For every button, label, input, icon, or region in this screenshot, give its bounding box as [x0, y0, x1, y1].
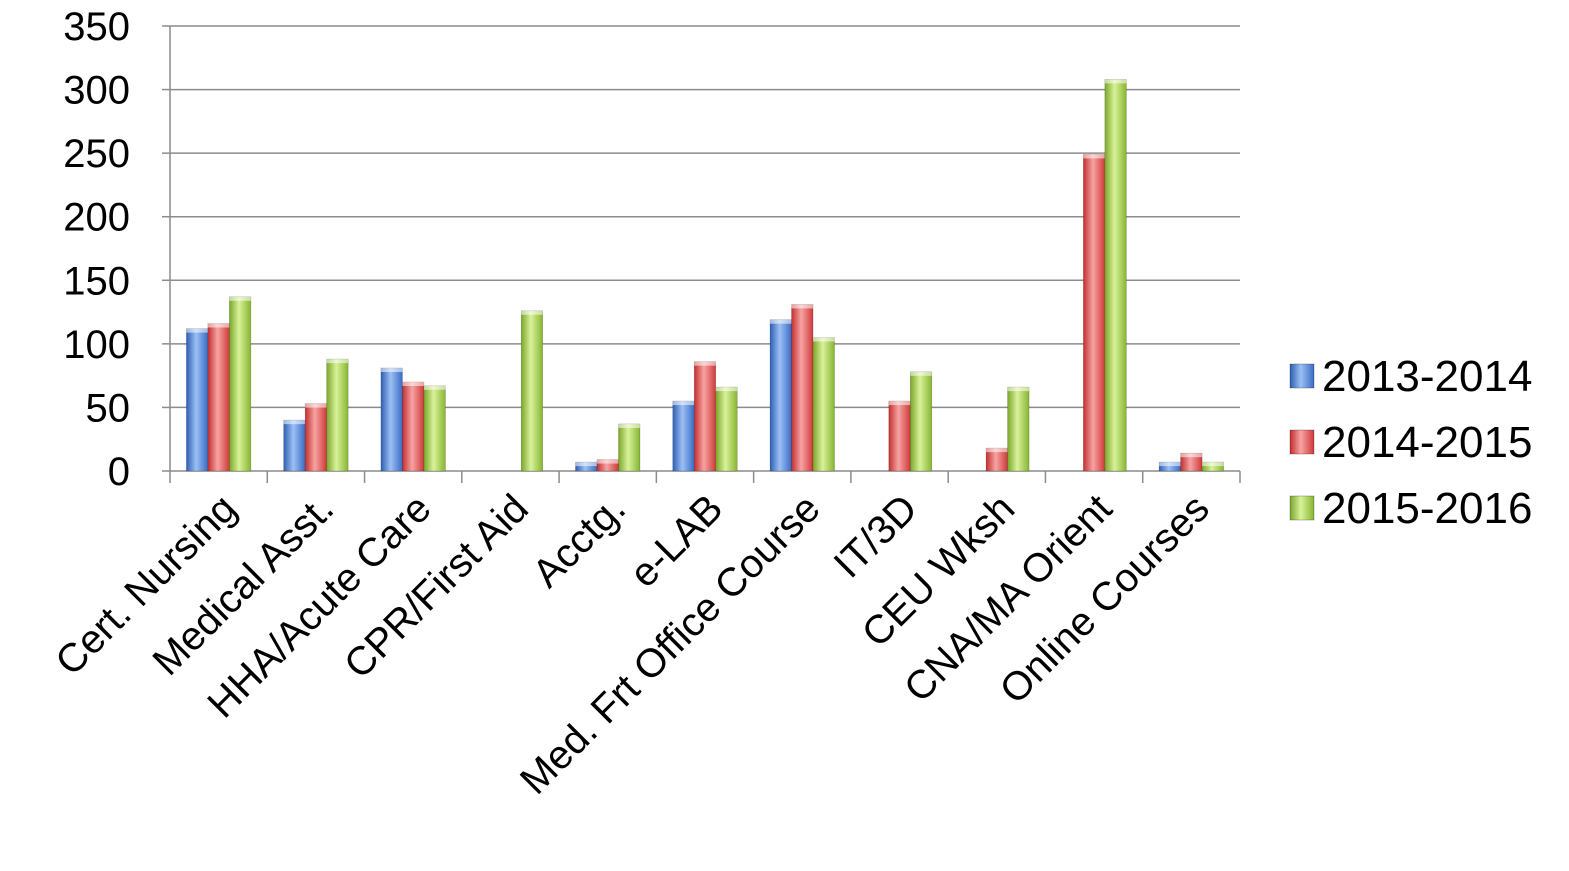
bar-cap [888, 401, 911, 406]
y-tick-label: 350 [63, 5, 130, 49]
bar-2013-2014 [672, 400, 695, 472]
bar-2013-2014 [769, 319, 792, 472]
bar-cap [305, 403, 327, 408]
bar-cap [596, 459, 619, 464]
bar-2014-2015 [304, 403, 327, 472]
bar-2014-2015 [791, 304, 814, 472]
bar-cap [1159, 462, 1181, 467]
legend-label: 2014-2015 [1322, 418, 1532, 467]
bar-2015-2016 [909, 371, 933, 472]
bar-2015-2016 [618, 423, 641, 472]
bar-2013-2014 [283, 419, 306, 472]
y-tick-label: 0 [108, 450, 130, 494]
bar-cap [1180, 453, 1203, 458]
y-tick-label: 100 [63, 323, 130, 367]
bar-cap [694, 361, 716, 366]
legend-label: 2013-2014 [1322, 352, 1532, 401]
bar-2015-2016 [715, 386, 738, 472]
legend-swatch [1289, 363, 1315, 389]
bar-2015-2016 [520, 310, 544, 472]
y-tick-label: 200 [63, 196, 130, 240]
bar-cap [715, 387, 738, 392]
legend-swatch [1289, 429, 1315, 455]
bar-cap [326, 359, 349, 364]
x-tick-label: Acctg. [524, 486, 634, 596]
y-tick-label: 300 [63, 69, 130, 113]
bar-cap [1083, 154, 1105, 159]
bar-cap [791, 304, 814, 309]
bar-cap [283, 420, 306, 425]
bar-2015-2016 [229, 296, 252, 472]
y-axis-tick-labels: 0 50 100 150 200 250 300 350 [63, 5, 130, 494]
bar-cap [207, 323, 230, 328]
bar-cap [521, 310, 543, 315]
bar-cap [575, 462, 597, 467]
gridlines [170, 25, 1240, 409]
bar-2014-2015 [1083, 154, 1106, 472]
bar-2015-2016 [812, 337, 835, 472]
legend-label: 2015-2016 [1322, 484, 1532, 533]
bar-cap [380, 368, 403, 373]
bar-cap [986, 448, 1008, 453]
bar-2014-2015 [207, 323, 230, 472]
legend-swatch [1289, 495, 1315, 521]
bar-2013-2014 [186, 328, 209, 472]
bar-2015-2016 [1007, 386, 1030, 472]
y-tick-label: 250 [63, 132, 130, 176]
bar-cap [672, 401, 695, 406]
y-tick-label: 150 [63, 259, 130, 303]
bar-cap [186, 328, 208, 333]
bar-cap [423, 385, 446, 390]
bar-cap [402, 382, 424, 386]
bar-cap [618, 423, 640, 428]
legend: 2013-2014 2014-2015 2015-2016 [1289, 352, 1532, 533]
bar-2014-2015 [693, 361, 717, 472]
bar-2013-2014 [380, 367, 403, 472]
bar-cap [813, 337, 835, 342]
bar-cap [910, 371, 932, 376]
y-tick-label: 50 [86, 386, 131, 430]
bar-2015-2016 [1104, 79, 1127, 472]
bar-cap [770, 319, 792, 324]
bar-2015-2016 [326, 358, 349, 472]
bar-cap [1202, 462, 1224, 467]
bar-cap [229, 296, 251, 301]
bar-cap [1007, 387, 1030, 392]
bar-2014-2015 [402, 381, 425, 472]
bar-2014-2015 [888, 400, 911, 472]
bar-2015-2016 [423, 385, 446, 472]
bars [186, 79, 1224, 472]
bar-cap [1104, 79, 1127, 84]
